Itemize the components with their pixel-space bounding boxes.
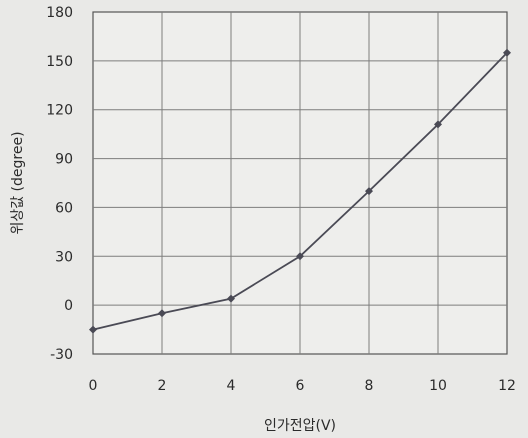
y-tick-label: -30: [50, 347, 73, 363]
data-point: [158, 309, 166, 318]
x-tick-label: 8: [365, 378, 374, 394]
y-tick-label: 120: [46, 103, 73, 119]
y-tick-label: 180: [46, 5, 73, 21]
y-tick-label: 30: [55, 249, 73, 265]
data-point: [365, 187, 373, 196]
data-point: [89, 325, 97, 334]
x-tick-label: 4: [227, 378, 236, 394]
data-point: [503, 48, 511, 57]
x-tick-label: 6: [296, 378, 305, 394]
x-tick-label: 10: [429, 378, 447, 394]
y-tick-label: 90: [55, 152, 73, 168]
data-points: [89, 48, 511, 334]
y-tick-label: 0: [64, 298, 73, 314]
y-tick-labels: 180 150 120 90 60 30 0 -30: [46, 5, 73, 363]
y-tick-label: 150: [46, 54, 73, 70]
data-point: [227, 294, 235, 303]
x-axis-title: 인가전압(V): [264, 418, 336, 434]
x-tick-labels: 0 2 4 6 8 10 12: [89, 378, 516, 394]
data-point: [296, 252, 304, 261]
x-tick-label: 12: [498, 378, 516, 394]
y-tick-label: 60: [55, 200, 73, 216]
y-axis-title: 위상값 (degree): [10, 131, 26, 234]
x-tick-label: 0: [89, 378, 98, 394]
data-point: [434, 120, 442, 129]
x-tick-label: 2: [158, 378, 167, 394]
